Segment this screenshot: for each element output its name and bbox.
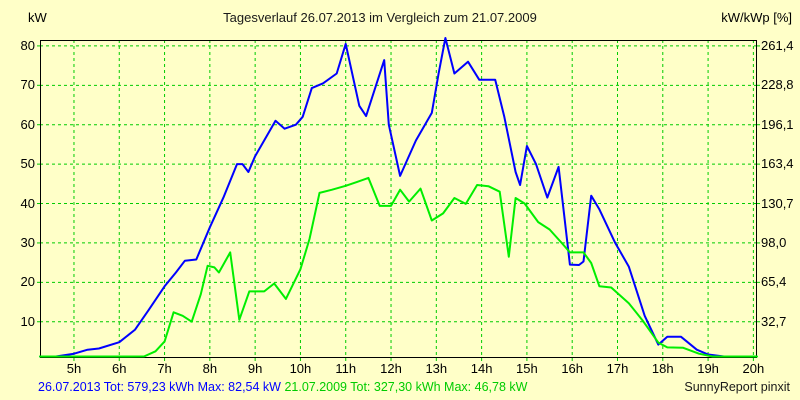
y-axis-right-tick-label: 196,1 — [761, 116, 794, 132]
x-axis-tick-label: 15h — [516, 361, 538, 376]
series-line-21-07-2009 — [39, 176, 758, 358]
y-axis-right-tick-label: 32,7 — [761, 313, 787, 329]
x-axis-tick-label: 17h — [606, 361, 629, 376]
plot-area — [37, 37, 760, 361]
y-axis-right-tick-label: 228,8 — [761, 77, 794, 93]
y-axis-right-tick-label: 98,0 — [761, 234, 787, 250]
x-axis-tick-label: 20h — [742, 361, 765, 376]
y-axis-left-tick-label: 60 — [20, 116, 35, 132]
footer-series1-stats: 26.07.2013 Tot: 579,23 kWh Max: 82,54 kW — [38, 380, 281, 394]
x-axis-tick-label: 19h — [697, 361, 719, 376]
x-axis-tick-label: 13h — [425, 361, 448, 376]
left-axis-unit-label: kW — [28, 10, 47, 25]
y-axis-left-tick-label: 50 — [20, 156, 35, 172]
x-axis-tick-label: 18h — [651, 361, 674, 376]
y-axis-right-tick-label: 163,4 — [761, 156, 794, 172]
y-axis-left-tick-label: 30 — [20, 234, 35, 250]
x-axis-tick-label: 12h — [380, 361, 402, 376]
footer-brand: SunnyReport pinxit — [684, 380, 790, 394]
x-axis-tick-label: 11h — [335, 361, 357, 376]
y-axis-left-tick-label: 70 — [20, 77, 35, 93]
footer-series2-stats: 21.07.2009 Tot: 327,30 kWh Max: 46,78 kW — [284, 380, 528, 394]
footer-stats: 26.07.2013 Tot: 579,23 kWh Max: 82,54 kW… — [38, 380, 792, 394]
y-axis-left-tick-label: 40 — [20, 195, 35, 211]
x-axis-tick-label: 10h — [289, 361, 312, 376]
plot-frame — [40, 40, 757, 358]
x-axis-tick-label: 9h — [247, 361, 263, 376]
y-axis-right-tick-label: 261,4 — [761, 37, 794, 53]
y-axis-left-tick-label: 80 — [20, 37, 35, 53]
x-axis-tick-label: 16h — [561, 361, 584, 376]
y-axis-right-tick-label: 130,7 — [761, 195, 794, 211]
series-line-26-07-2013 — [39, 37, 757, 358]
chart-title: Tagesverlauf 26.07.2013 im Vergleich zum… — [223, 10, 537, 25]
x-axis-tick-label: 8h — [202, 361, 218, 376]
y-axis-left-tick-label: 10 — [20, 313, 35, 329]
y-axis-right-tick-label: 65,4 — [761, 274, 787, 290]
y-axis-left-tick-label: 20 — [20, 274, 35, 290]
right-axis-unit-label: kW/kWp [%] — [721, 10, 792, 25]
x-axis-tick-label: 6h — [112, 361, 127, 376]
x-axis-tick-label: 14h — [470, 361, 493, 376]
x-axis-tick-label: 5h — [66, 361, 82, 376]
x-axis-tick-label: 7h — [157, 361, 172, 376]
